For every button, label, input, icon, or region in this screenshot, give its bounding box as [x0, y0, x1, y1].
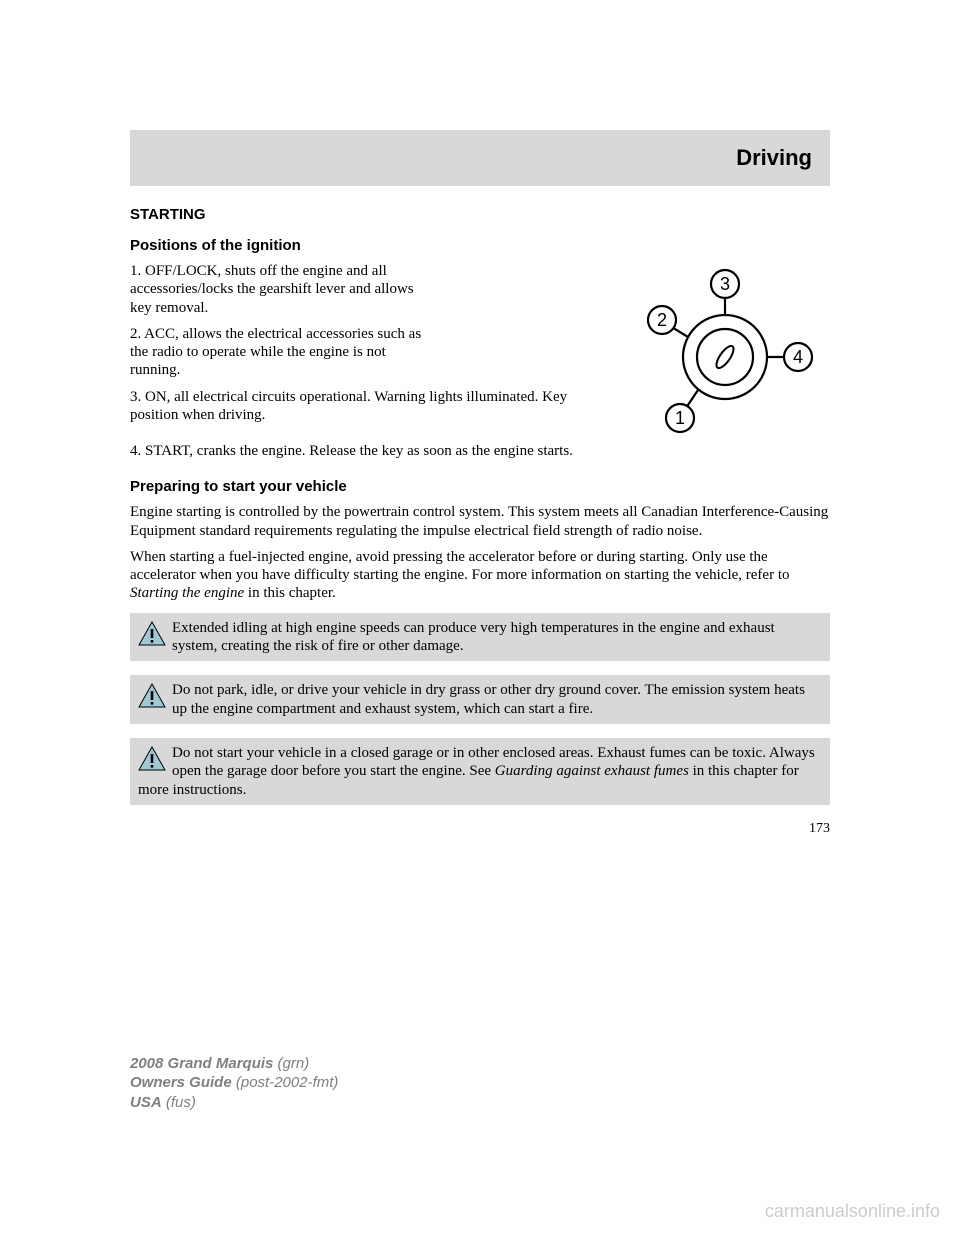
- diagram-label-2: 2: [657, 310, 667, 330]
- ignition-item-2: 2. ACC, allows the electrical accessorie…: [130, 325, 430, 380]
- footer: 2008 Grand Marquis (grn) Owners Guide (p…: [130, 1054, 338, 1113]
- ignition-diagram: 3 2 1 4: [620, 262, 830, 442]
- warning-box-2: Do not park, idle, or drive your vehicle…: [130, 675, 830, 724]
- prep2-text-a: When starting a fuel-injected engine, av…: [130, 549, 790, 583]
- watermark: carmanualsonline.info: [765, 1201, 940, 1222]
- diagram-label-3: 3: [720, 274, 730, 294]
- warning-box-3: Do not start your vehicle in a closed ga…: [130, 738, 830, 805]
- warning-ref-3: Guarding against exhaust fumes: [495, 763, 689, 779]
- section-heading: STARTING: [130, 206, 830, 223]
- ignition-item-4: 4. START, cranks the engine. Release the…: [130, 442, 830, 460]
- sub-heading-positions: Positions of the ignition: [130, 237, 830, 254]
- footer-region: USA: [130, 1094, 162, 1111]
- warning-box-1: Extended idling at high engine speeds ca…: [130, 613, 830, 662]
- warning-text-1: Extended idling at high engine speeds ca…: [172, 620, 775, 654]
- preparing-paragraph-2: When starting a fuel-injected engine, av…: [130, 548, 830, 603]
- prep2-text-b: in this chapter.: [244, 585, 336, 601]
- footer-model-code: (grn): [273, 1055, 309, 1072]
- warning-icon: [138, 621, 166, 647]
- warning-icon: [138, 683, 166, 709]
- footer-guide: Owners Guide: [130, 1074, 232, 1091]
- diagram-label-4: 4: [793, 347, 803, 367]
- footer-guide-fmt: (post-2002-fmt): [232, 1074, 339, 1091]
- prep2-ref: Starting the engine: [130, 585, 244, 601]
- warning-icon: [138, 746, 166, 772]
- ignition-item-1: 1. OFF/LOCK, shuts off the engine and al…: [130, 262, 430, 317]
- diagram-label-1: 1: [675, 408, 685, 428]
- footer-model: 2008 Grand Marquis: [130, 1055, 273, 1072]
- footer-region-code: (fus): [162, 1094, 196, 1111]
- warning-text-2: Do not park, idle, or drive your vehicle…: [172, 682, 805, 716]
- sub-heading-preparing: Preparing to start your vehicle: [130, 478, 830, 495]
- preparing-paragraph-1: Engine starting is controlled by the pow…: [130, 503, 830, 540]
- page-section-title: Driving: [736, 145, 812, 171]
- ignition-section: 3 2 1 4 1. OFF/LOCK, shuts off the engin…: [130, 262, 830, 468]
- page-number: 173: [130, 821, 830, 837]
- header-bar: Driving: [130, 130, 830, 186]
